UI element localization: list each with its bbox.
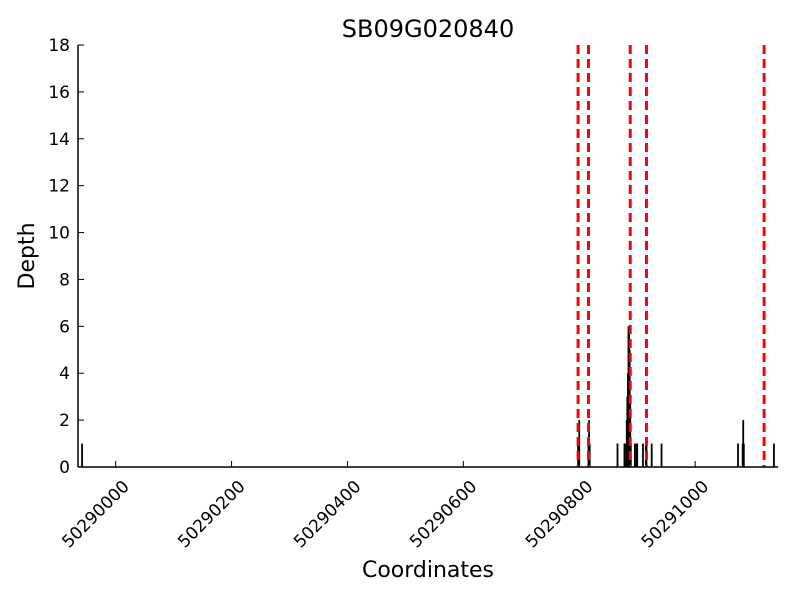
depth-bar [660,443,663,467]
y-axis-title: Depth [15,222,40,289]
depth-bar [624,443,626,467]
depth-bars [81,326,775,467]
plot-axes [77,45,778,468]
depth-bar [742,443,745,467]
chart-title: SB09G020840 [342,15,514,43]
x-axis-title: Coordinates [362,558,494,583]
y-tick-label: 18 [48,36,70,56]
depth-bar [616,443,619,467]
depth-bar [650,443,653,467]
x-tick-label: 50290600 [406,477,481,552]
x-tick-label: 50291000 [638,477,713,552]
y-axis-ticks: 0 2 4 6 8 10 12 14 16 18 [48,36,84,478]
y-tick-label: 8 [59,270,70,290]
y-tick-label: 12 [48,177,70,197]
x-tick-label: 50290800 [522,477,597,552]
x-tick-label: 50290200 [174,477,249,552]
depth-bar [773,443,775,467]
x-axis-ticks: 50290000 50290200 50290400 50290600 50290800… [58,461,713,552]
depth-bar [81,443,83,467]
y-tick-label: 14 [48,130,70,150]
depth-bar [633,443,636,467]
depth-bar [642,443,644,467]
depth-bar [737,443,739,467]
y-tick-label: 6 [59,317,70,337]
y-tick-label: 2 [59,411,70,431]
depth-bar [636,443,639,467]
y-tick-label: 10 [48,224,70,244]
y-tick-label: 0 [59,458,70,478]
y-tick-label: 4 [59,364,70,384]
y-tick-label: 16 [48,83,70,103]
marker-lines [576,45,766,467]
x-tick-label: 50290000 [58,477,133,552]
x-tick-label: 50290400 [290,477,365,552]
